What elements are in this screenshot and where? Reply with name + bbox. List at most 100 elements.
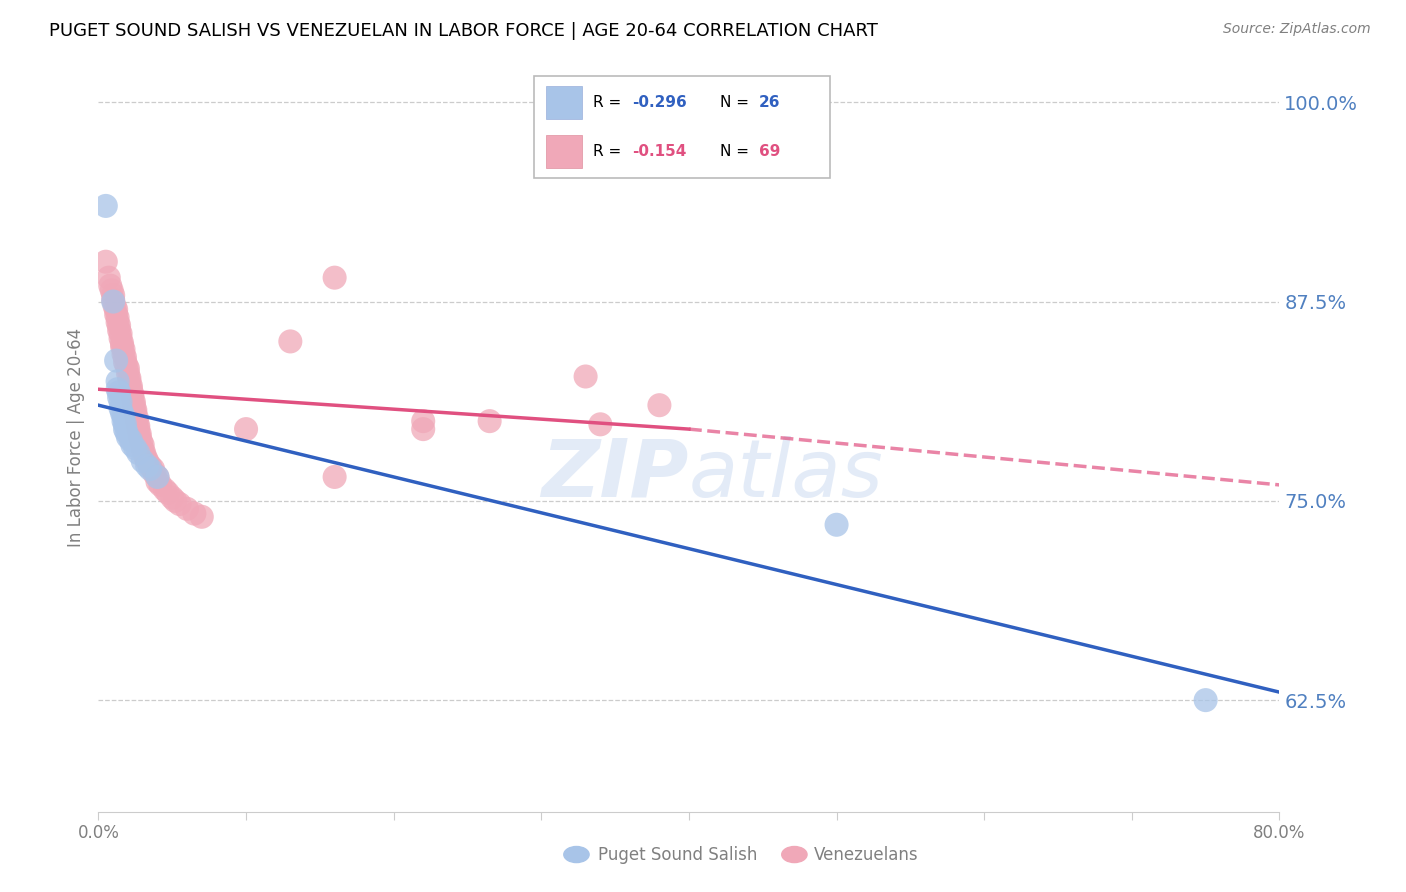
Point [117,367,139,381]
Point [114,355,136,369]
Point [118,371,141,385]
Point [134,446,156,460]
Point [122,398,145,412]
Text: 80.0%: 80.0% [1253,824,1306,842]
Text: -0.296: -0.296 [631,95,686,110]
Text: atlas: atlas [689,435,884,514]
Point [104,299,127,313]
FancyBboxPatch shape [534,76,830,178]
Point [165,493,187,508]
Point [142,462,165,476]
Bar [546,136,582,168]
Point [108,323,131,337]
Point [110,326,132,341]
Text: 0.0%: 0.0% [77,824,120,842]
Text: -0.154: -0.154 [631,145,686,160]
Text: N =: N = [720,95,754,110]
Point [110,401,132,416]
Point [100,284,122,298]
Point [1195,693,1218,707]
Point [114,417,136,432]
Point [108,318,131,333]
Point [105,302,128,317]
Point [412,414,434,428]
Point [105,307,128,321]
Point [127,446,149,460]
Text: Source: ZipAtlas.com: Source: ZipAtlas.com [1223,22,1371,37]
Point [120,379,142,393]
Point [115,359,138,373]
Text: 69: 69 [759,145,780,160]
Point [110,395,132,409]
Point [114,422,136,436]
Point [146,470,169,484]
Point [107,315,129,329]
Point [107,310,129,325]
Point [122,395,145,409]
Point [124,442,146,456]
Point [108,385,131,400]
Point [132,438,155,452]
Point [128,426,150,441]
Text: Puget Sound Salish: Puget Sound Salish [598,846,756,863]
Point [648,398,671,412]
Text: 26: 26 [759,95,780,110]
Point [125,414,148,428]
Point [127,422,149,436]
Point [162,491,183,505]
Point [111,336,134,351]
Point [136,458,159,473]
Point [278,334,302,349]
Point [574,369,596,384]
Point [412,422,434,436]
Point [107,374,129,388]
Point [124,403,146,417]
Point [135,450,157,465]
Point [120,434,142,448]
Point [105,353,128,368]
Point [111,339,134,353]
Text: R =: R = [593,95,627,110]
Point [143,467,166,481]
Point [191,509,214,524]
Point [478,414,501,428]
Point [139,462,162,476]
Point [114,351,136,365]
Text: Venezuelans: Venezuelans [814,846,918,863]
Point [121,390,143,404]
Text: PUGET SOUND SALISH VS VENEZUELAN IN LABOR FORCE | AGE 20-64 CORRELATION CHART: PUGET SOUND SALISH VS VENEZUELAN IN LABO… [49,22,879,40]
Point [97,270,120,285]
Y-axis label: In Labor Force | Age 20-64: In Labor Force | Age 20-64 [66,327,84,547]
Point [94,254,117,268]
Point [146,470,169,484]
Point [121,438,143,452]
Text: R =: R = [593,145,627,160]
Point [117,361,139,376]
Point [176,501,198,516]
Point [169,497,191,511]
Point [103,293,125,307]
Point [111,406,134,420]
Text: N =: N = [720,145,754,160]
Point [103,288,125,302]
Point [118,374,141,388]
Point [156,486,179,500]
Point [108,390,131,404]
Point [139,458,162,473]
Point [183,507,205,521]
Point [153,483,176,497]
Point [110,331,132,345]
Point [112,409,135,424]
Point [127,418,149,433]
Point [120,382,142,396]
Point [125,411,148,425]
Point [825,517,848,532]
Point [112,414,135,428]
Point [235,422,257,436]
Point [112,343,135,357]
Point [132,442,155,457]
Point [121,387,143,401]
Point [112,347,135,361]
Point [146,475,169,489]
Point [129,434,152,449]
